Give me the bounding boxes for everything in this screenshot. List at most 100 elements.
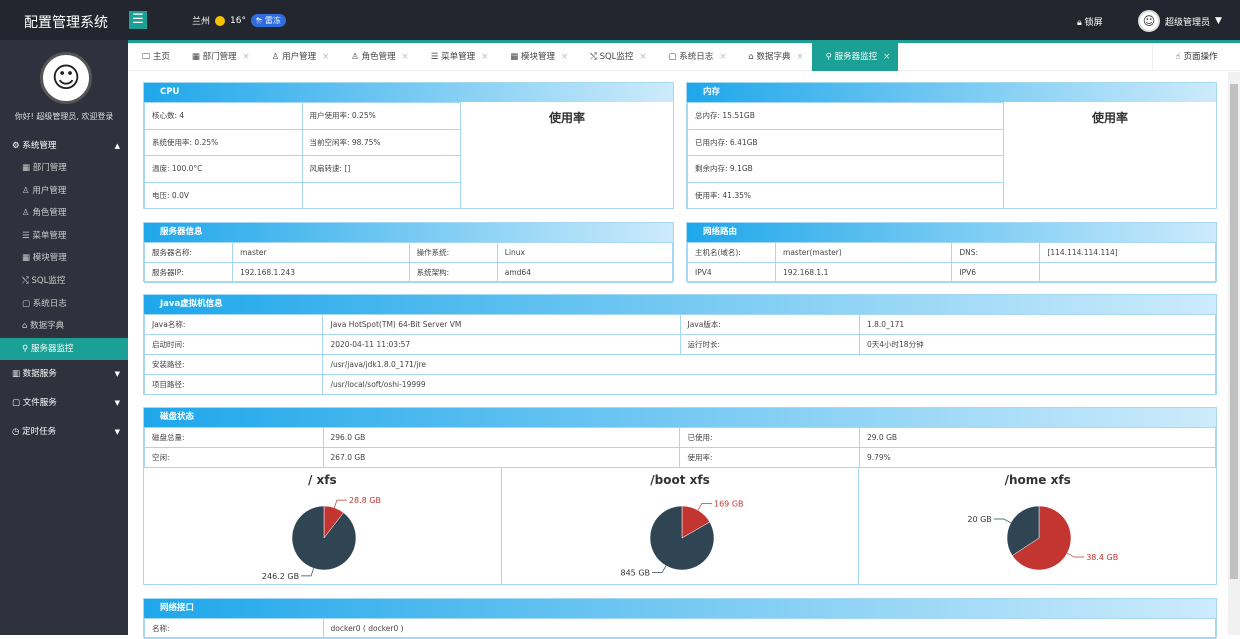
cpu-usage-chart: 使用率 — [461, 102, 673, 209]
close-icon[interactable]: × — [796, 52, 804, 62]
caret-down-icon: ▼ — [114, 399, 120, 408]
scrollbar-thumb[interactable] — [1230, 84, 1238, 579]
sidebar-item[interactable]: ♙ 用户管理 — [0, 180, 128, 203]
table-cell: docker0 ( docker0 ) — [322, 618, 1217, 639]
close-icon[interactable]: × — [481, 52, 489, 62]
label-line — [697, 503, 712, 511]
table-cell: 1.8.0_171 — [858, 314, 1217, 335]
table-row: 主机名(域名): master(master) DNS: [114.114.114.1… — [686, 242, 1216, 263]
tab[interactable]: ♙ 角色管理 × — [337, 43, 416, 71]
weather-widget: 兰州 16° ⛈ 雷冻 — [192, 14, 286, 27]
sidebar-item[interactable]: ⤭ SQL监控 — [0, 270, 128, 293]
page-op-label: 页面操作 — [1183, 52, 1218, 62]
tab[interactable]: ♙ 用户管理 × — [258, 43, 337, 71]
table-cell: Java名称: — [143, 314, 324, 335]
tab[interactable]: ⤭ SQL监控 × — [576, 43, 654, 71]
close-icon[interactable]: × — [719, 52, 727, 62]
tab[interactable]: ⌂ 数据字典 × — [734, 43, 811, 71]
chart-title: 使用率 — [548, 111, 585, 125]
pie-slice[interactable] — [649, 505, 714, 571]
sidebar-group[interactable]: ▢ 文件服务 ▼ — [0, 389, 128, 418]
label-line — [334, 499, 347, 508]
tab[interactable]: ▢ 系统日志 × — [655, 43, 735, 71]
scrollbar[interactable] — [1228, 72, 1240, 635]
table-cell: Java版本: — [679, 314, 860, 335]
sidebar-item[interactable]: ☰ 菜单管理 — [0, 225, 128, 248]
caret-down-icon: ▼ — [1215, 16, 1222, 26]
user-name: 超级管理员 — [1165, 17, 1211, 28]
table-cell: 核心数: 4 — [144, 102, 303, 130]
tab-icon: ▦ — [510, 52, 521, 62]
chart-title: 使用率 — [1091, 111, 1128, 125]
tab-icon: ⚲ — [825, 52, 835, 62]
table-row: 名称: docker0 ( docker0 ) — [144, 618, 1217, 639]
tab[interactable]: ⚲ 服务器监控 × — [811, 43, 899, 71]
sidebar-item-label: 服务器监控 — [30, 343, 74, 354]
tab-label: 服务器监控 — [834, 52, 878, 62]
tab-label: 数据字典 — [756, 52, 791, 62]
tab[interactable]: 🖵︎ 主页 — [128, 43, 178, 71]
sidebar-item-label: 系统日志 — [32, 298, 67, 309]
tab-icon: ⤭ — [590, 52, 600, 62]
panel-title: 内存 — [687, 83, 1216, 102]
sidebar-group[interactable]: ▥ 数据服务 ▼ — [0, 360, 128, 389]
sidebar-item-label: 数据字典 — [30, 321, 65, 332]
pie-slice[interactable] — [1007, 505, 1040, 556]
sidebar-item[interactable]: ▦ 部门管理 — [0, 157, 128, 180]
city: 兰州 — [192, 17, 211, 27]
close-icon[interactable]: × — [883, 52, 891, 62]
table-row: 服务器IP: 192.168.1.243 系统架构: amd64 — [143, 262, 674, 283]
label-line — [651, 565, 666, 573]
table-cell: IPV6 — [951, 262, 1041, 283]
close-icon[interactable]: × — [322, 52, 330, 62]
close-icon[interactable]: × — [639, 52, 647, 62]
tab-label: SQL监控 — [599, 52, 634, 62]
menu-icon: ▦ — [22, 163, 33, 173]
sidebar-item[interactable]: ⚲ 服务器监控 — [0, 337, 128, 361]
sidebar-group[interactable]: ◷ 定时任务 ▼ — [0, 418, 128, 447]
table-cell: 使用率: — [679, 447, 860, 468]
table-cell: 服务器IP: — [143, 262, 234, 283]
table-row: 项目路径:/usr/local/soft/oshi-19999 — [143, 374, 1216, 395]
cpu-panel: CPU 核心数: 4 用户使用率: 0.25% 系统使用率: 0.25% 当前空闲率:… — [143, 82, 674, 209]
table-row: 核心数: 4 用户使用率: 0.25% — [144, 102, 461, 130]
table-cell: 使用率: 41.35% — [687, 181, 1004, 209]
avatar: ☺ — [1138, 10, 1160, 32]
menu-icon: ⌂ — [22, 321, 31, 332]
table-cell: 磁盘总量: — [144, 427, 324, 448]
table-cell: amd64 — [496, 262, 674, 283]
table-cell: 0天4小时18分钟 — [858, 334, 1217, 355]
tab[interactable]: ▦ 部门管理 × — [178, 43, 258, 71]
sidebar-item[interactable]: ⌂ 数据字典 — [0, 315, 128, 338]
close-icon[interactable]: × — [242, 52, 250, 62]
sidebar-item-label: 用户管理 — [32, 185, 67, 196]
table-cell: 已用内存: 6.41GB — [687, 128, 1004, 156]
tab-icon: ▦ — [191, 52, 203, 62]
close-icon[interactable]: × — [401, 52, 409, 62]
table-cell: 主机名(域名): — [686, 242, 777, 263]
user-menu[interactable]: ☺ 超级管理员 ▼ — [1138, 10, 1222, 32]
menu-toggle-button[interactable]: ☰ — [129, 11, 147, 29]
sidebar-item-label: 角色管理 — [32, 208, 67, 219]
sidebar-item[interactable]: ▦ 模块管理 — [0, 247, 128, 270]
table-row: Java名称: Java HotSpot(TM) 64-Bit Server VM… — [143, 314, 1217, 335]
table-cell: /usr/java/jdk1.8.0_171/jre — [322, 354, 1216, 375]
lock-screen-button[interactable]: 🔒︎ 锁屏 — [1077, 15, 1103, 28]
temperature: 16° — [230, 15, 246, 26]
sidebar-item[interactable]: ♙ 角色管理 — [0, 202, 128, 225]
pie-slice[interactable] — [291, 505, 357, 571]
table-row: 空闲: 267.0 GB 使用率: 9.79% — [144, 447, 1217, 468]
page-operations-button[interactable]: ☝ 页面操作 — [1152, 43, 1240, 71]
close-icon[interactable]: × — [560, 52, 569, 62]
tab[interactable]: ▦ 模块管理 × — [496, 43, 576, 71]
sidebar-group-system[interactable]: ⚙ 系统管理 ▲ — [0, 135, 128, 157]
tab[interactable]: ☰ 菜单管理 × — [417, 43, 496, 71]
sidebar-item[interactable]: ▢ 系统日志 — [0, 293, 128, 316]
hand-icon: ☝ — [1175, 52, 1184, 62]
pie-label: 169 GB — [714, 499, 744, 508]
table-cell — [301, 181, 461, 209]
tab-icon: ♙ — [271, 52, 283, 62]
pie-slice[interactable] — [1012, 505, 1072, 571]
jvm-panel: Java虚拟机信息 Java名称: Java HotSpot(TM) 64-Bit… — [143, 294, 1217, 395]
table-row: IPV4 192.168.1.1 IPV6 — [686, 262, 1216, 283]
